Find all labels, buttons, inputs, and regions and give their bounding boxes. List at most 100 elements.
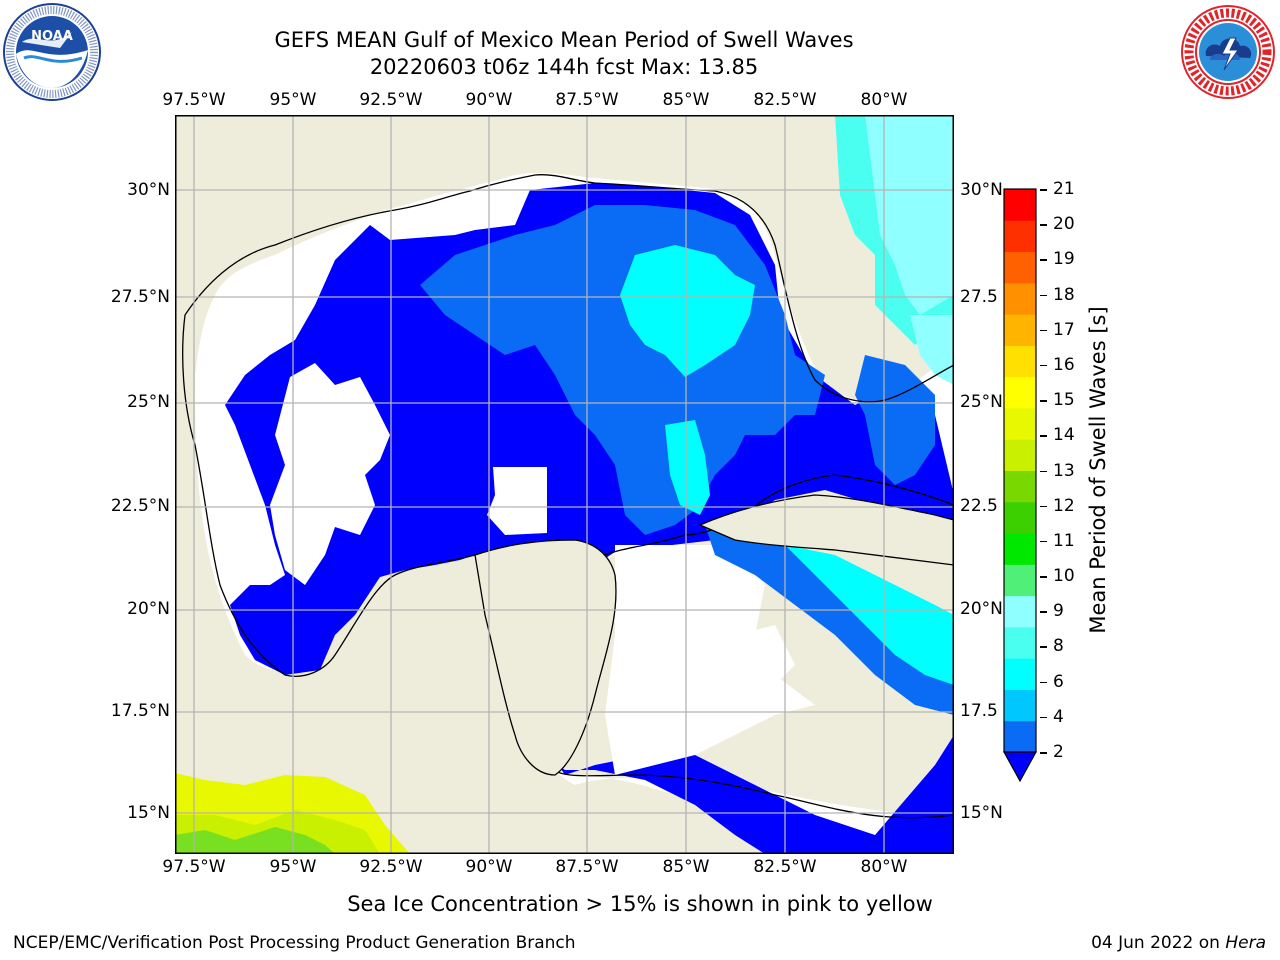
colorbar-tick-mark <box>1040 189 1047 191</box>
lon-label-bottom: 80°W <box>860 857 908 877</box>
lon-label-top: 97.5°W <box>162 90 226 110</box>
colorbar-tick-label: 8 <box>1053 636 1064 657</box>
lat-label-left: 25°N <box>127 392 170 412</box>
lon-label-top: 95°W <box>269 90 317 110</box>
colorbar-title: Mean Period of Swell Waves [s] <box>1086 306 1110 634</box>
colorbar-cell <box>1004 439 1036 471</box>
swell-field-8-9s <box>865 115 954 315</box>
colorbar-tick-mark <box>1040 400 1047 402</box>
missing-data-patch <box>605 545 815 775</box>
colorbar-tick-mark <box>1040 646 1047 648</box>
colorbar-tick-mark <box>1040 611 1047 613</box>
lat-label-right: 22.5 <box>960 496 998 516</box>
colorbar-cell <box>1004 220 1036 253</box>
colorbar-tick-label: 21 <box>1053 179 1075 199</box>
lat-label-left: 22.5°N <box>110 496 170 516</box>
lat-label-left: 20°N <box>127 599 170 619</box>
noaa-logo: NOAA <box>3 3 101 101</box>
colorbar-tick-mark <box>1040 329 1047 332</box>
colorbar-tick-mark <box>1040 294 1047 297</box>
lon-label-top: 92.5°W <box>359 90 423 110</box>
lat-label-right: 25°N <box>960 392 1003 412</box>
lat-label-left: 15°N <box>127 803 170 823</box>
swell-field-4-6s <box>705 525 954 715</box>
map-panel <box>175 115 954 854</box>
lat-label-right: 15°N <box>960 803 1003 823</box>
colorbar-tick-mark <box>1040 470 1047 472</box>
colorbar-tick-label: 2 <box>1053 742 1064 762</box>
colorbar-tick-mark <box>1040 752 1047 754</box>
lon-label-top: 90°W <box>465 90 513 110</box>
lon-label-top: 87.5°W <box>555 90 619 110</box>
lat-label-right: 17.5 <box>960 701 998 721</box>
lat-label-right: 30°N <box>960 180 1003 200</box>
colorbar-extend-arrow <box>1002 751 1038 783</box>
colorbar-cell <box>1004 501 1036 534</box>
colorbar-tick-label: 20 <box>1053 214 1075 235</box>
lon-label-bottom: 82.5°W <box>753 857 817 877</box>
colorbar-cell <box>1004 189 1036 221</box>
sea-ice-note: Sea Ice Concentration > 15% is shown in … <box>347 892 933 916</box>
nws-logo <box>1181 5 1275 99</box>
noaa-logo-text: NOAA <box>31 29 73 44</box>
colorbar-tick-mark <box>1040 435 1047 437</box>
lat-label-left: 27.5°N <box>110 287 170 307</box>
map-subtitle: 20220603 t06z 144h fcst Max: 13.85 <box>369 55 759 79</box>
swell-field-6-8s <box>620 245 755 377</box>
colorbar-tick-label: 11 <box>1053 530 1075 551</box>
cuba-coastline <box>698 494 954 566</box>
lat-label-right: 27.5 <box>960 287 998 307</box>
colorbar-tick-label: 18 <box>1053 284 1075 305</box>
colorbar-tick-label: 6 <box>1053 671 1064 692</box>
colorbar-cell <box>1004 658 1036 690</box>
date-text: 04 Jun 2022 on <box>1091 933 1220 953</box>
colorbar-cell <box>1004 345 1036 378</box>
colorbar-tick-label: 16 <box>1053 354 1075 375</box>
colorbar-cell <box>1004 720 1036 753</box>
colorbar-tick-mark <box>1040 505 1047 508</box>
map-title: GEFS MEAN Gulf of Mexico Mean Period of … <box>274 28 854 52</box>
colorbar-cell <box>1004 314 1036 346</box>
colorbar-frame <box>1003 188 1037 753</box>
gridlines <box>175 115 954 854</box>
yucatan-coastline <box>474 539 617 776</box>
swell-field-6-8s <box>785 545 954 685</box>
colorbar-cell <box>1004 595 1036 628</box>
colorbar-tick-label: 15 <box>1053 390 1075 411</box>
date-line: 04 Jun 2022 on Hera <box>1091 933 1266 953</box>
lat-label-left: 17.5°N <box>110 701 170 721</box>
swell-field-11-12s <box>175 827 335 854</box>
colorbar-cell <box>1004 407 1036 440</box>
colorbar-cell <box>1004 251 1036 284</box>
lon-label-bottom: 85°W <box>662 857 710 877</box>
lon-label-top: 80°W <box>860 90 908 110</box>
missing-data-patch <box>735 625 795 695</box>
colorbar-cell <box>1004 376 1036 409</box>
lon-label-bottom: 90°W <box>465 857 513 877</box>
colorbar-tick-mark <box>1040 681 1047 684</box>
colorbar-tick-label: 10 <box>1053 566 1075 587</box>
host-name: Hera <box>1225 933 1266 953</box>
colorbar-cell <box>1004 470 1036 503</box>
colorbar-cell <box>1004 626 1036 659</box>
colorbar-tick-mark <box>1040 259 1047 261</box>
colorbar-cell <box>1004 564 1036 597</box>
missing-data-patch <box>270 363 390 585</box>
colorbar-tick-mark <box>1040 540 1047 543</box>
lon-label-top: 85°W <box>662 90 710 110</box>
colorbar <box>1002 188 1038 783</box>
swell-field-8-9s <box>910 315 954 385</box>
lon-label-bottom: 87.5°W <box>555 857 619 877</box>
colorbar-cell <box>1004 282 1036 315</box>
lat-label-right: 20°N <box>960 599 1003 619</box>
lon-label-top: 82.5°W <box>753 90 817 110</box>
colorbar-tick-mark <box>1040 224 1047 226</box>
colorbar-tick-label: 19 <box>1053 249 1075 270</box>
missing-data-patch <box>487 467 547 535</box>
colorbar-tick-mark <box>1040 716 1047 719</box>
lon-label-bottom: 97.5°W <box>162 857 226 877</box>
colorbar-cell <box>1004 533 1036 565</box>
lon-label-bottom: 95°W <box>269 857 317 877</box>
colorbar-cell <box>1004 689 1036 722</box>
colorbar-tick-label: 13 <box>1053 460 1075 481</box>
